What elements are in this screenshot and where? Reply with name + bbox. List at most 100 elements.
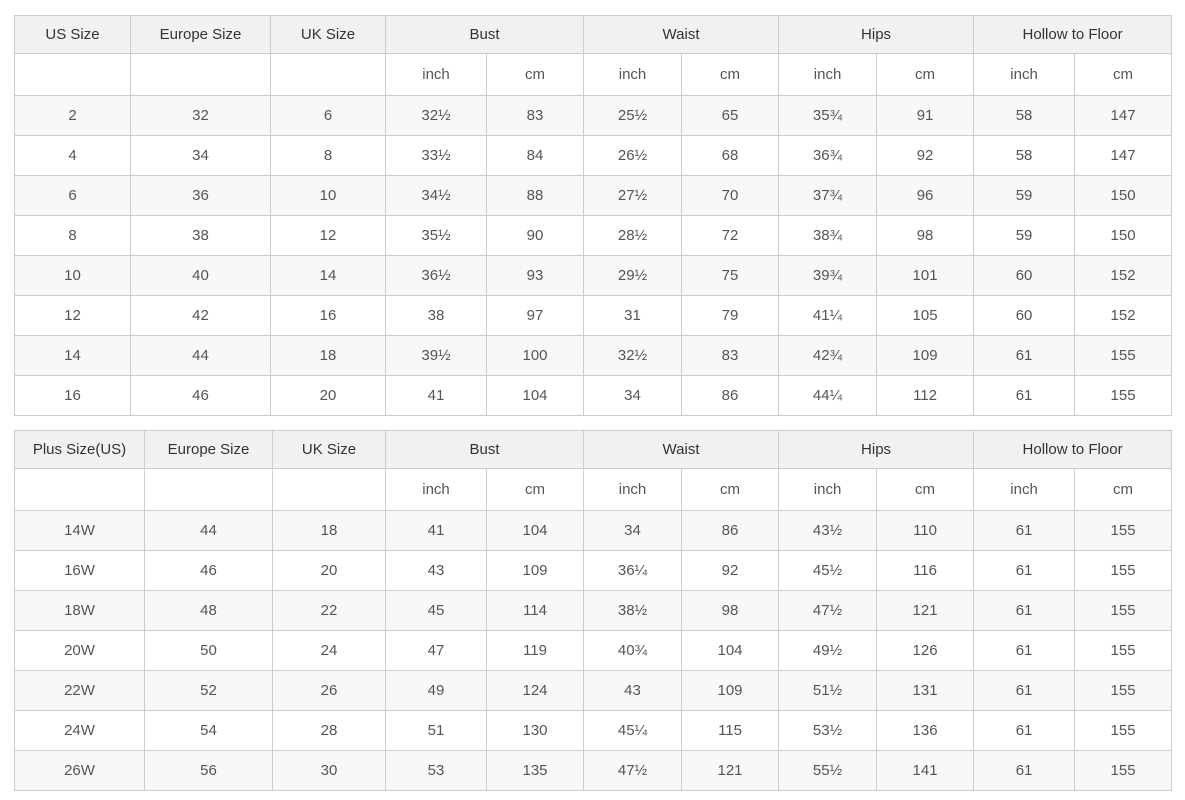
size-cell: 91 bbox=[876, 95, 975, 136]
size-cell: 147 bbox=[1074, 135, 1173, 176]
size-cell: 61 bbox=[973, 750, 1076, 791]
column-header-bust: Bust bbox=[384, 15, 585, 54]
size-cell: 22W bbox=[14, 670, 145, 711]
size-cell: 135 bbox=[485, 750, 585, 791]
size-cell: 92 bbox=[876, 135, 975, 176]
size-cell: 104 bbox=[681, 630, 780, 671]
size-cell: 46 bbox=[130, 375, 271, 416]
size-cell: 43 bbox=[583, 670, 683, 711]
column-header-uk-size: UK Size bbox=[272, 430, 386, 469]
size-cell: 119 bbox=[485, 630, 585, 671]
size-cell: 48 bbox=[144, 590, 273, 631]
unit-header-cm: cm bbox=[876, 53, 975, 96]
unit-header-cm: cm bbox=[485, 468, 585, 511]
size-cell: 45 bbox=[385, 590, 487, 631]
size-cell: 155 bbox=[1074, 670, 1173, 711]
unit-header-row: inch cm inch cm inch cm inch cm bbox=[14, 53, 1173, 96]
unit-header-inch: inch bbox=[583, 468, 683, 511]
size-cell: 54 bbox=[144, 710, 273, 751]
size-cell: 36 bbox=[130, 175, 271, 216]
size-cell: 130 bbox=[485, 710, 585, 751]
size-cell: 155 bbox=[1074, 550, 1173, 591]
size-cell: 39½ bbox=[385, 335, 487, 376]
size-cell: 109 bbox=[485, 550, 585, 591]
size-cell: 126 bbox=[876, 630, 975, 671]
size-cell: 51½ bbox=[778, 670, 878, 711]
size-cell: 26 bbox=[272, 670, 386, 711]
column-header-hollow-to-floor: Hollow to Floor bbox=[973, 430, 1173, 469]
size-cell: 47½ bbox=[583, 750, 683, 791]
unit-header-empty bbox=[14, 53, 131, 96]
size-row-14w: 14W 44 18 41 104 34 86 43½ 110 61 155 bbox=[14, 510, 1173, 551]
size-cell: 6 bbox=[14, 175, 131, 216]
size-row-10: 10 40 14 36½ 93 29½ 75 39¾ 101 60 152 bbox=[14, 255, 1173, 296]
size-cell: 86 bbox=[681, 375, 780, 416]
size-row-24w: 24W 54 28 51 130 45¼ 115 53½ 136 61 155 bbox=[14, 710, 1173, 751]
size-cell: 28 bbox=[272, 710, 386, 751]
size-cell: 34½ bbox=[385, 175, 487, 216]
size-cell: 8 bbox=[14, 215, 131, 256]
plus-size-chart-table: Plus Size(US) Europe Size UK Size Bust Waist… bbox=[14, 430, 1173, 791]
column-header-hips: Hips bbox=[778, 430, 975, 469]
size-cell: 27½ bbox=[583, 175, 683, 216]
size-cell: 147 bbox=[1074, 95, 1173, 136]
size-cell: 155 bbox=[1074, 630, 1173, 671]
unit-header-inch: inch bbox=[385, 53, 487, 96]
size-cell: 49½ bbox=[778, 630, 878, 671]
size-cell: 61 bbox=[973, 550, 1076, 591]
size-cell: 124 bbox=[485, 670, 585, 711]
size-cell: 61 bbox=[973, 590, 1076, 631]
size-cell: 14 bbox=[270, 255, 386, 296]
size-row-8: 8 38 12 35½ 90 28½ 72 38¾ 98 59 150 bbox=[14, 215, 1173, 256]
size-cell: 150 bbox=[1074, 175, 1173, 216]
size-cell: 60 bbox=[973, 295, 1076, 336]
size-cell: 24 bbox=[272, 630, 386, 671]
size-cell: 38½ bbox=[583, 590, 683, 631]
size-cell: 61 bbox=[973, 710, 1076, 751]
unit-header-cm: cm bbox=[681, 468, 780, 511]
size-cell: 16W bbox=[14, 550, 145, 591]
unit-header-empty bbox=[14, 468, 145, 511]
size-cell: 93 bbox=[485, 255, 585, 296]
size-cell: 104 bbox=[485, 510, 585, 551]
size-cell: 12 bbox=[14, 295, 131, 336]
size-cell: 32½ bbox=[385, 95, 487, 136]
size-cell: 8 bbox=[270, 135, 386, 176]
size-cell: 43 bbox=[385, 550, 487, 591]
size-cell: 41¼ bbox=[778, 295, 878, 336]
size-cell: 115 bbox=[681, 710, 780, 751]
size-row-18w: 18W 48 22 45 114 38½ 98 47½ 121 61 155 bbox=[14, 590, 1173, 631]
size-cell: 46 bbox=[144, 550, 273, 591]
column-header-waist: Waist bbox=[583, 15, 780, 54]
size-cell: 155 bbox=[1074, 375, 1173, 416]
unit-header-inch: inch bbox=[778, 468, 878, 511]
size-cell: 49 bbox=[385, 670, 487, 711]
size-cell: 92 bbox=[681, 550, 780, 591]
size-cell: 150 bbox=[1074, 215, 1173, 256]
size-cell: 40¾ bbox=[583, 630, 683, 671]
size-cell: 61 bbox=[973, 335, 1076, 376]
column-header-waist: Waist bbox=[583, 430, 780, 469]
size-row-20w: 20W 50 24 47 119 40¾ 104 49½ 126 61 155 bbox=[14, 630, 1173, 671]
size-cell: 35¾ bbox=[778, 95, 878, 136]
column-header-europe-size: Europe Size bbox=[130, 15, 271, 54]
size-cell: 33½ bbox=[385, 135, 487, 176]
size-cell: 61 bbox=[973, 670, 1076, 711]
size-row-14: 14 44 18 39½ 100 32½ 83 42¾ 109 61 155 bbox=[14, 335, 1173, 376]
size-cell: 20 bbox=[270, 375, 386, 416]
size-cell: 20 bbox=[272, 550, 386, 591]
size-cell: 31 bbox=[583, 295, 683, 336]
column-header-hips: Hips bbox=[778, 15, 975, 54]
unit-header-empty bbox=[144, 468, 273, 511]
size-cell: 18 bbox=[270, 335, 386, 376]
size-cell: 60 bbox=[973, 255, 1076, 296]
unit-header-row: inch cm inch cm inch cm inch cm bbox=[14, 468, 1173, 511]
size-cell: 28½ bbox=[583, 215, 683, 256]
column-header-plus-size-us: Plus Size(US) bbox=[14, 430, 145, 469]
size-cell: 18 bbox=[272, 510, 386, 551]
size-cell: 98 bbox=[681, 590, 780, 631]
size-cell: 34 bbox=[583, 510, 683, 551]
size-cell: 83 bbox=[681, 335, 780, 376]
size-cell: 75 bbox=[681, 255, 780, 296]
size-cell: 141 bbox=[876, 750, 975, 791]
